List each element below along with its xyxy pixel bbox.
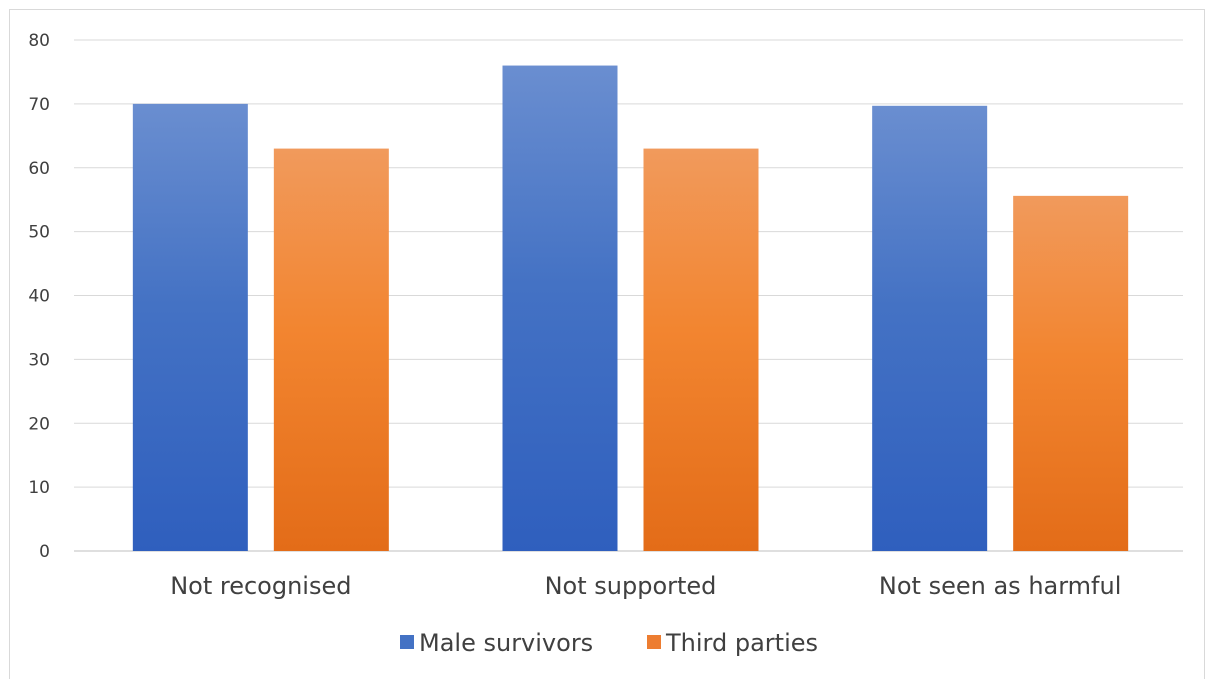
y-axis: 0 10 20 30 40 50 60 70 80 bbox=[28, 31, 50, 562]
y-tick-label: 60 bbox=[28, 159, 50, 179]
chart-frame bbox=[9, 9, 1205, 679]
x-category-label: Not recognised bbox=[170, 572, 351, 600]
y-tick-label: 40 bbox=[28, 287, 50, 307]
bar-male-survivors-3 bbox=[872, 105, 988, 551]
y-tick-label: 0 bbox=[39, 542, 50, 562]
bar-third-parties-1 bbox=[273, 148, 389, 551]
y-tick-label: 70 bbox=[28, 95, 50, 115]
bar-male-survivors-2 bbox=[502, 65, 618, 552]
legend-label: Third parties bbox=[665, 629, 818, 657]
y-tick-label: 80 bbox=[28, 31, 50, 51]
x-category-label: Not supported bbox=[545, 572, 717, 600]
y-tick-label: 30 bbox=[28, 350, 50, 370]
bar-male-survivors-1 bbox=[132, 103, 248, 551]
legend-male-survivors: Male survivors bbox=[400, 629, 593, 657]
x-category-label: Not seen as harmful bbox=[879, 572, 1121, 600]
legend: Male survivors Third parties bbox=[400, 629, 818, 657]
legend-swatch bbox=[400, 635, 414, 649]
x-axis: Not recognised Not supported Not seen as h… bbox=[170, 572, 1121, 600]
y-tick-label: 10 bbox=[28, 478, 50, 498]
y-tick-label: 20 bbox=[28, 414, 50, 434]
bar-third-parties-3 bbox=[1013, 195, 1129, 552]
bar-third-parties-2 bbox=[643, 148, 759, 551]
legend-label: Male survivors bbox=[419, 629, 593, 657]
gridlines bbox=[74, 39, 1183, 552]
legend-third-parties: Third parties bbox=[647, 629, 818, 657]
legend-swatch bbox=[647, 635, 661, 649]
bars bbox=[132, 65, 1129, 552]
y-tick-label: 50 bbox=[28, 223, 50, 243]
